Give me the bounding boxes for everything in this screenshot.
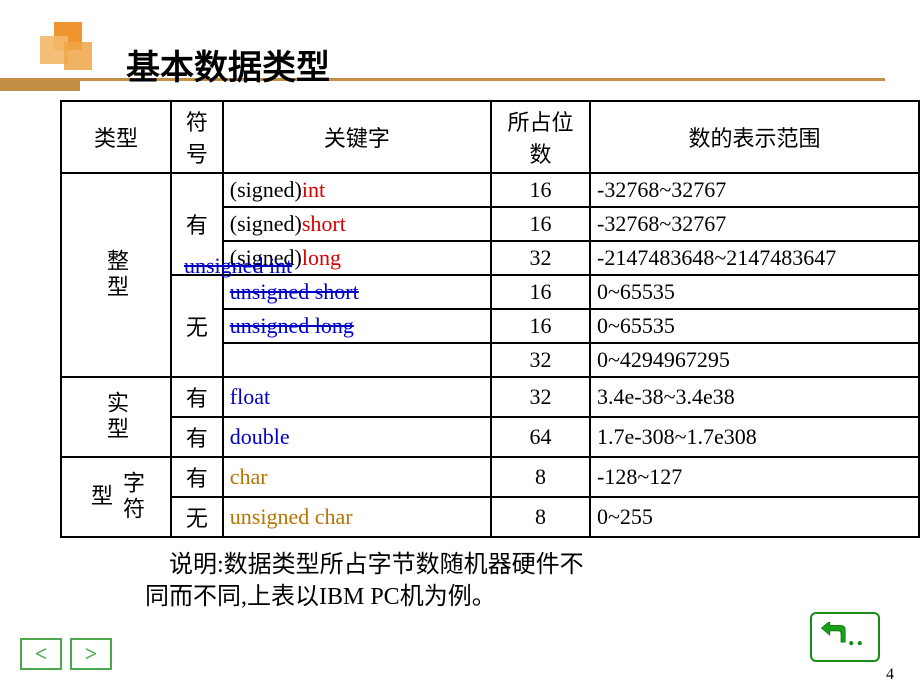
range-cell: -2147483648~2147483647	[590, 241, 919, 275]
sign-signed: 有	[171, 173, 223, 275]
kw-cell: (signed)short	[223, 207, 491, 241]
bits-cell: 32	[491, 241, 590, 275]
group-int: 整型	[61, 173, 171, 377]
sign-signed: 有	[171, 457, 223, 497]
kw-cell: unsigned char	[223, 497, 491, 537]
data-types-table: 类型 符号 关键字 所占位数 数的表示范围 整型 有 (signed)int 1…	[60, 100, 920, 538]
return-arrow-icon	[820, 622, 848, 644]
header-type: 类型	[61, 101, 171, 173]
range-cell: -32768~32767	[590, 173, 919, 207]
range-cell: 0~4294967295	[590, 343, 919, 377]
range-cell: -32768~32767	[590, 207, 919, 241]
corner-ornament	[40, 22, 95, 77]
prev-button[interactable]: <	[20, 638, 62, 670]
header-bits: 所占位数	[491, 101, 590, 173]
return-button[interactable]: ..	[810, 612, 880, 662]
sign-unsigned: 无	[171, 497, 223, 537]
table-row: 有 double 64 1.7e-308~1.7e308	[61, 417, 919, 457]
bits-cell: 8	[491, 497, 590, 537]
kw-cell: unsigned long	[223, 309, 491, 343]
sign-signed: 有	[171, 417, 223, 457]
kw-cell: unsigned short	[223, 275, 491, 309]
range-cell: -128~127	[590, 457, 919, 497]
range-cell: 3.4e-38~3.4e38	[590, 377, 919, 417]
range-cell: 1.7e-308~1.7e308	[590, 417, 919, 457]
page-number: 4	[886, 666, 894, 684]
kw-cell: double	[223, 417, 491, 457]
kw-cell: float	[223, 377, 491, 417]
group-char: 字符型	[61, 457, 171, 537]
range-cell: 0~255	[590, 497, 919, 537]
bits-cell: 16	[491, 173, 590, 207]
table-row: 字符型 有 char 8 -128~127	[61, 457, 919, 497]
header-keyword: 关键字	[223, 101, 491, 173]
sign-unsigned: 无	[171, 275, 223, 377]
bits-cell: 64	[491, 417, 590, 457]
kw-cell: (signed)long	[223, 241, 491, 275]
kw-cell	[223, 343, 491, 377]
table-row: 实型 有 float 32 3.4e-38~3.4e38	[61, 377, 919, 417]
sign-signed: 有	[171, 377, 223, 417]
caption: 说明:数据类型所占字节数随机器硬件不 同而不同,上表以IBM PC机为例。	[145, 549, 584, 613]
page-title: 基本数据类型	[126, 40, 330, 89]
table-row: 无 unsigned short 16 0~65535	[61, 275, 919, 309]
return-dots: ..	[848, 622, 865, 652]
bits-cell: 8	[491, 457, 590, 497]
bits-cell: 16	[491, 207, 590, 241]
next-button[interactable]: >	[70, 638, 112, 670]
bits-cell: 16	[491, 309, 590, 343]
bits-cell: 32	[491, 377, 590, 417]
bits-cell: 16	[491, 275, 590, 309]
range-cell: 0~65535	[590, 275, 919, 309]
kw-cell: (signed)int	[223, 173, 491, 207]
header-range: 数的表示范围	[590, 101, 919, 173]
nav-buttons: < >	[20, 638, 116, 670]
header-sign: 符号	[171, 101, 223, 173]
bits-cell: 32	[491, 343, 590, 377]
title-underline-accent	[0, 81, 80, 91]
table-row: 整型 有 (signed)int 16 -32768~32767	[61, 173, 919, 207]
kw-cell: char	[223, 457, 491, 497]
table-row: 无 unsigned char 8 0~255	[61, 497, 919, 537]
group-real: 实型	[61, 377, 171, 457]
range-cell: 0~65535	[590, 309, 919, 343]
